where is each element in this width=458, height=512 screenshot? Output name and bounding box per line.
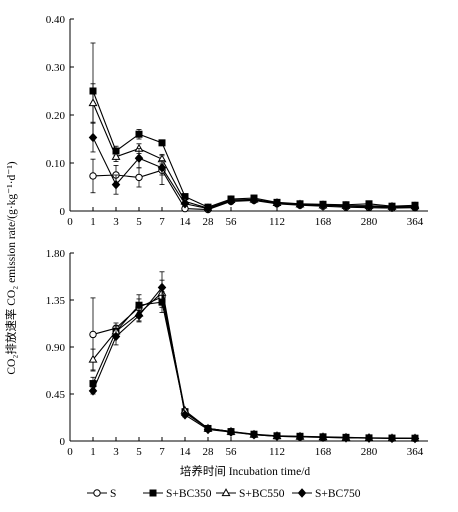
x-tick-label: 280 [361,446,378,458]
data-point [134,153,144,163]
x-tick-label: 14 [180,216,192,228]
legend: S S+BC350 S+BC550 S+BC750 [87,488,361,500]
data-point [157,282,167,293]
legend-item-s: S [87,488,116,500]
data-point [135,173,143,182]
y-tick-label: 0.10 [46,158,66,170]
legend-label: S+BC550 [239,488,285,500]
data-point [135,130,143,138]
legend-label: S+BC750 [315,488,361,500]
data-point [111,151,121,160]
data-point [89,330,97,339]
data-point [180,199,190,209]
data-point [88,98,98,107]
x-tick-label: 3 [113,446,119,458]
x-tick-label: 1 [90,216,96,228]
legend-marker [297,488,307,498]
x-tick-label: 28 [203,216,215,228]
x-tick-label: 0 [67,216,73,228]
x-tick-label: 3 [113,216,119,228]
x-tick-label: 364 [407,446,424,458]
x-tick-label: 168 [315,216,332,228]
x-tick-label: 7 [159,446,165,458]
y-tick-label: 0.40 [46,14,66,26]
data-point [387,433,397,444]
legend-label: S+BC350 [166,488,212,500]
data-point [387,202,397,212]
y-tick-label: 0.45 [46,389,66,401]
x-tick-label: 7 [159,216,165,228]
x-tick-label: 364 [407,216,424,228]
y-tick-label: 1.35 [46,295,66,307]
data-point [341,433,351,443]
y-axis-title: CO₂排放速率 CO₂ emission rate/(g·kg⁻¹·d⁻¹) [4,161,18,374]
top-panel: 0 0.10 0.20 0.30 0.40 0 1 3 5 7 14 28 56 112 168 280 364 [46,14,428,228]
data-point [203,203,213,214]
data-point [226,196,236,206]
y-tick-label: 0 [60,206,66,218]
legend-marker [221,488,231,497]
data-point [341,201,351,211]
x-tick-label: 280 [361,216,378,228]
data-point [364,433,374,443]
data-point [410,202,420,212]
bottom-panel: 0 0.45 0.90 1.35 1.80 0 1 3 5 7 14 28 56 112 168 280 364 [46,248,428,458]
x-tick-label: 112 [269,216,285,228]
data-point [134,310,144,321]
y-tick-label: 0.90 [46,342,66,354]
data-point [249,195,259,205]
x-tick-label: 0 [67,446,73,458]
x-tick-label: 28 [203,446,215,458]
legend-item-s-bc550: S+BC550 [216,488,285,500]
data-point [226,427,236,437]
y-tick-label: 0.30 [46,62,66,74]
data-point [272,198,282,209]
legend-marker [149,489,157,497]
y-tick-label: 0.20 [46,110,66,122]
x-tick-label: 56 [226,216,238,228]
series-s-bc550 [88,83,420,212]
data-point [318,200,328,210]
data-point [318,432,328,443]
legend-item-s-bc750: S+BC750 [292,488,361,500]
legend-label: S [110,488,116,500]
x-axis-title: 培养时间 Incubation time/d [180,464,311,478]
data-point [295,432,305,442]
data-point [295,200,305,210]
data-point [272,431,282,442]
data-point [111,179,121,190]
data-point [249,429,259,440]
series-line [92,102,416,209]
x-tick-label: 168 [315,446,332,458]
legend-item-s-bc350: S+BC350 [143,488,212,500]
legend-marker [93,489,101,497]
x-tick-label: 14 [180,446,192,458]
x-tick-label: 1 [90,446,96,458]
data-point [158,139,166,147]
data-point [157,163,167,173]
data-point [410,433,420,444]
data-point [89,172,97,180]
y-tick-label: 0 [60,436,66,448]
series-line [92,296,415,439]
x-tick-label: 56 [226,446,238,458]
series-line [92,301,416,439]
data-point [180,410,190,420]
x-tick-label: 5 [136,216,142,228]
x-tick-label: 112 [269,446,285,458]
x-tick-label: 5 [136,446,142,458]
data-point [203,424,213,435]
data-point [111,331,121,342]
data-point [88,132,98,143]
data-point [88,354,98,363]
y-tick-label: 1.80 [46,248,66,260]
series-s-bc750 [88,122,420,214]
data-point [88,386,98,396]
series-s-bc750 [88,271,420,444]
data-point [364,201,374,212]
